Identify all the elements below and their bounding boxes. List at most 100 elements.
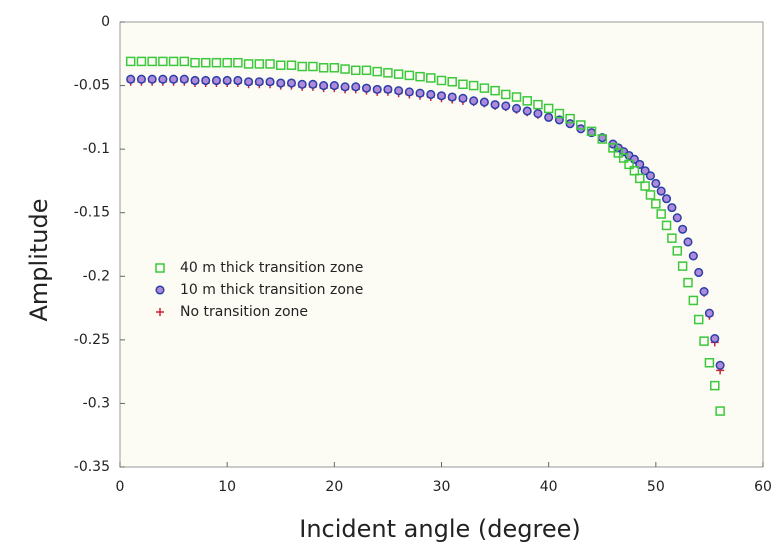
marker	[211, 75, 221, 86]
y-tick-label: 0	[101, 14, 110, 30]
marker	[168, 56, 179, 67]
marker	[147, 56, 157, 67]
marker	[222, 57, 232, 68]
legend-marker	[155, 263, 165, 273]
marker	[710, 380, 720, 391]
marker	[699, 286, 709, 297]
marker	[608, 143, 618, 153]
marker	[404, 87, 414, 97]
marker	[704, 357, 715, 368]
marker	[694, 267, 704, 278]
marker	[672, 246, 683, 256]
marker	[667, 203, 677, 213]
marker	[200, 57, 211, 68]
marker	[436, 91, 447, 101]
marker	[656, 209, 666, 219]
marker	[393, 69, 404, 79]
marker	[458, 93, 468, 103]
marker	[190, 57, 200, 68]
marker	[533, 108, 543, 119]
marker	[565, 119, 575, 129]
marker	[597, 134, 607, 144]
x-tick-label: 10	[218, 479, 236, 495]
marker	[383, 68, 393, 78]
marker	[576, 120, 586, 130]
marker	[222, 75, 232, 86]
marker	[672, 213, 682, 223]
marker	[613, 148, 624, 158]
marker	[544, 112, 554, 122]
marker	[629, 166, 640, 176]
plot-area	[119, 21, 764, 468]
marker	[254, 77, 264, 87]
y-axis-title: Amplitude	[25, 199, 53, 322]
marker	[201, 75, 211, 86]
marker	[683, 237, 693, 247]
marker	[640, 181, 650, 191]
y-tick-label: -0.15	[74, 205, 110, 221]
marker	[640, 166, 650, 176]
legend-label: 40 m thick transition zone	[180, 260, 363, 276]
marker	[233, 57, 243, 68]
marker	[372, 66, 382, 77]
marker	[319, 81, 329, 91]
marker	[624, 159, 634, 170]
marker	[554, 108, 565, 119]
marker	[699, 336, 709, 346]
legend-marker	[155, 285, 165, 295]
legend-label: No transition zone	[180, 304, 308, 320]
marker	[426, 89, 436, 100]
y-tick-label: -0.3	[83, 395, 110, 411]
marker	[126, 74, 136, 84]
marker	[415, 88, 425, 98]
marker	[265, 59, 275, 69]
x-tick-label: 40	[540, 479, 558, 495]
marker	[436, 75, 447, 86]
marker	[340, 82, 350, 92]
marker	[447, 92, 457, 102]
marker	[361, 65, 372, 76]
marker	[147, 74, 157, 84]
marker	[426, 73, 436, 83]
x-axis-title: Incident angle (degree)	[299, 515, 580, 543]
marker	[297, 79, 307, 89]
x-tick-label: 50	[647, 479, 665, 495]
marker	[254, 59, 265, 69]
marker	[667, 233, 677, 243]
x-tick-label: 60	[754, 479, 772, 495]
marker	[372, 84, 382, 94]
marker	[501, 89, 511, 100]
y-tick-label: -0.1	[83, 141, 110, 157]
x-tick-label: 0	[116, 479, 125, 495]
y-tick-label: -0.05	[74, 78, 110, 94]
y-tick-label: -0.25	[74, 332, 110, 348]
marker	[361, 83, 372, 93]
marker	[688, 295, 699, 306]
marker	[683, 277, 693, 288]
marker	[329, 63, 340, 73]
marker	[490, 100, 500, 110]
marker	[511, 103, 522, 114]
marker	[136, 74, 146, 84]
y-tick-label: -0.2	[83, 268, 110, 284]
marker	[190, 75, 200, 86]
marker	[511, 92, 522, 102]
marker	[415, 71, 425, 82]
marker	[211, 57, 222, 68]
marker	[468, 80, 479, 91]
marker	[710, 334, 720, 344]
marker	[490, 85, 500, 96]
marker	[308, 61, 318, 72]
marker	[677, 261, 688, 271]
marker	[351, 82, 361, 92]
marker	[276, 78, 286, 88]
y-tick-label: -0.35	[74, 459, 110, 475]
marker	[340, 64, 350, 74]
marker	[383, 84, 393, 94]
marker	[533, 99, 543, 110]
marker	[662, 194, 672, 204]
marker	[688, 251, 698, 261]
marker	[179, 56, 190, 67]
marker	[651, 178, 661, 189]
x-tick-label: 20	[325, 479, 343, 495]
